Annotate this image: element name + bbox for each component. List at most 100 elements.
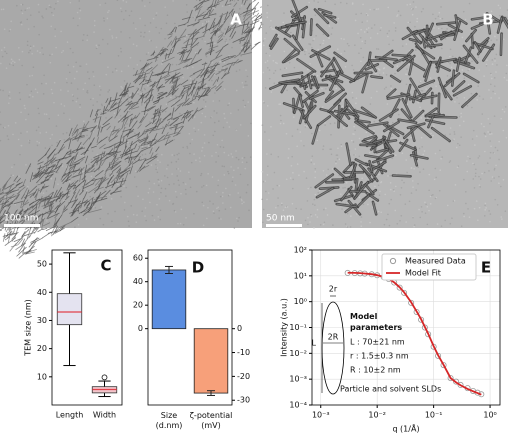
texture xyxy=(203,205,205,207)
texture xyxy=(166,168,168,170)
texture xyxy=(214,92,216,94)
texture xyxy=(66,82,68,84)
texture xyxy=(148,145,150,147)
texture xyxy=(62,165,64,167)
texture xyxy=(467,105,469,107)
texture xyxy=(498,176,500,178)
texture xyxy=(135,221,137,223)
texture xyxy=(460,113,462,115)
texture xyxy=(30,47,32,49)
texture xyxy=(484,209,486,211)
texture xyxy=(328,37,330,39)
texture xyxy=(14,204,16,206)
texture xyxy=(280,103,282,105)
texture xyxy=(263,45,265,47)
texture xyxy=(121,71,123,73)
texture xyxy=(125,161,127,163)
texture xyxy=(281,203,283,205)
texture xyxy=(127,95,129,97)
texture xyxy=(371,27,373,29)
texture xyxy=(237,167,239,169)
texture xyxy=(491,78,493,80)
texture xyxy=(376,91,378,93)
texture xyxy=(160,192,162,194)
texture xyxy=(503,130,505,132)
texture xyxy=(129,37,131,39)
texture xyxy=(46,220,48,222)
texture xyxy=(4,47,6,49)
texture xyxy=(20,132,22,134)
texture xyxy=(359,114,361,116)
texture xyxy=(506,65,508,67)
texture xyxy=(88,180,90,182)
texture xyxy=(315,14,317,16)
texture xyxy=(175,161,177,163)
texture xyxy=(160,28,162,30)
texture xyxy=(30,45,32,47)
texture xyxy=(265,53,267,55)
texture xyxy=(286,178,288,180)
texture xyxy=(144,88,146,90)
texture xyxy=(99,218,101,220)
texture xyxy=(315,194,317,196)
texture xyxy=(150,22,152,24)
texture xyxy=(494,93,496,95)
texture xyxy=(398,10,400,12)
texture xyxy=(323,40,325,42)
texture xyxy=(440,6,442,8)
texture xyxy=(300,140,302,142)
texture xyxy=(450,76,452,78)
texture xyxy=(236,218,238,220)
texture xyxy=(373,9,375,11)
texture xyxy=(500,216,502,218)
texture xyxy=(238,159,240,161)
texture xyxy=(129,111,131,113)
texture xyxy=(388,30,390,32)
texture xyxy=(203,225,205,227)
texture xyxy=(281,204,283,206)
texture xyxy=(51,89,53,91)
texture xyxy=(343,38,345,40)
texture xyxy=(126,123,128,125)
texture xyxy=(472,163,474,165)
texture xyxy=(131,10,133,12)
texture xyxy=(486,65,488,67)
texture xyxy=(303,171,305,173)
texture xyxy=(428,174,430,176)
texture xyxy=(136,186,138,188)
texture xyxy=(452,56,454,58)
texture xyxy=(263,181,265,183)
texture xyxy=(378,185,380,187)
texture xyxy=(204,155,206,157)
texture xyxy=(395,154,397,156)
texture xyxy=(319,44,321,46)
texture xyxy=(385,87,387,89)
texture xyxy=(178,179,180,181)
texture xyxy=(174,155,176,157)
texture xyxy=(262,23,264,25)
texture xyxy=(55,47,57,49)
texture xyxy=(267,165,269,167)
texture xyxy=(108,10,110,12)
texture xyxy=(392,39,394,41)
texture xyxy=(455,184,457,186)
rod-core xyxy=(311,19,312,34)
texture xyxy=(283,12,285,14)
texture xyxy=(402,135,404,137)
texture xyxy=(121,87,123,89)
texture xyxy=(246,84,248,86)
texture xyxy=(447,205,449,207)
texture xyxy=(283,209,285,211)
texture xyxy=(495,147,497,149)
texture xyxy=(386,219,388,221)
texture xyxy=(185,183,187,185)
texture xyxy=(18,139,20,141)
texture xyxy=(280,120,282,122)
texture xyxy=(307,224,309,226)
texture xyxy=(347,213,349,215)
texture xyxy=(86,91,88,93)
box xyxy=(57,294,82,325)
texture xyxy=(24,9,26,11)
texture xyxy=(152,215,154,217)
texture xyxy=(323,209,325,211)
